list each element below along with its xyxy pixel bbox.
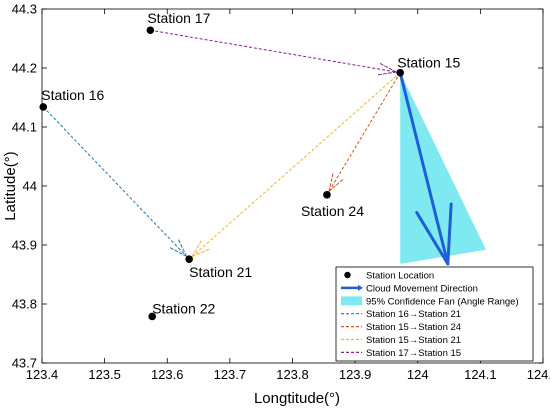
y-tick-label: 44.2 — [12, 61, 37, 76]
y-tick-label: 44 — [23, 179, 37, 194]
link-arrowhead-s15-s21 — [191, 248, 210, 258]
legend-label: Station 15→Station 24 — [366, 322, 461, 333]
legend-key-marker — [344, 271, 351, 279]
y-tick-label: 43.9 — [12, 238, 37, 253]
legend-label: Station Location — [366, 271, 434, 282]
station-label-s17: Station 17 — [147, 10, 210, 26]
x-tick-label: 124 — [407, 367, 429, 382]
legend-label: Cloud Movement Direction — [366, 283, 478, 294]
legend-label: 95% Confidence Fan (Angle Range) — [366, 296, 519, 307]
legend-key-patch — [341, 296, 362, 306]
link-arrowhead-s17-s15 — [377, 71, 397, 76]
link-arrowhead-s15-s21 — [191, 240, 202, 258]
station-label-s22: Station 22 — [152, 300, 215, 316]
station-label-s16: Station 16 — [41, 87, 104, 103]
link-arrowhead-s15-s24 — [328, 179, 344, 192]
legend-key-arrowhead — [358, 284, 363, 291]
x-tick-label: 123.4 — [26, 367, 59, 382]
station-label-s24: Station 24 — [301, 203, 364, 219]
station-point-s24 — [323, 191, 331, 199]
link-arrowhead-s16-s21 — [169, 247, 187, 257]
legend-label: Station 16→Station 21 — [366, 309, 461, 320]
station-label-s15: Station 15 — [397, 55, 460, 71]
y-tick-label: 43.7 — [12, 356, 37, 371]
link-line-s16-s21 — [42, 106, 187, 257]
station-point-s16 — [39, 103, 48, 111]
link-line-s15-s24 — [328, 72, 401, 192]
link-line-s17-s15 — [150, 29, 397, 73]
x-tick-label: 124.2 — [527, 367, 550, 382]
x-tick-label: 123.6 — [151, 367, 184, 382]
y-tick-label: 43.8 — [12, 297, 37, 312]
confidence-fan — [400, 72, 487, 264]
x-tick-label: 124.1 — [464, 367, 497, 382]
y-tick-label: 44.3 — [12, 2, 37, 17]
x-tick-label: 123.7 — [214, 367, 247, 382]
x-tick-label: 123.9 — [339, 367, 372, 382]
cloud-direction-arrowhead — [446, 202, 453, 266]
link-arrowhead-s15-s24 — [328, 173, 334, 192]
legend-label: Station 15→Station 21 — [366, 335, 461, 346]
cloud-direction-arrowhead — [415, 211, 450, 266]
x-axis-title: Longtitude(°) — [254, 390, 340, 407]
x-tick-label: 123.8 — [276, 367, 309, 382]
link-arrowhead-s17-s15 — [379, 63, 397, 73]
station-label-s21: Station 21 — [189, 264, 252, 280]
station-point-s15 — [396, 68, 405, 77]
station-point-s21 — [185, 255, 193, 263]
legend-label: Station 17→Station 15 — [366, 348, 461, 359]
x-tick-label: 123.5 — [88, 367, 121, 382]
legend-box — [335, 266, 534, 362]
station-point-s22 — [148, 312, 157, 321]
station-point-s17 — [146, 26, 155, 35]
cloud-direction-arrow — [398, 71, 450, 266]
y-axis-title: Latitude(°) — [2, 151, 19, 220]
link-line-s15-s21 — [191, 72, 401, 257]
link-arrowhead-s16-s21 — [178, 239, 187, 257]
y-tick-label: 44.1 — [12, 120, 37, 135]
